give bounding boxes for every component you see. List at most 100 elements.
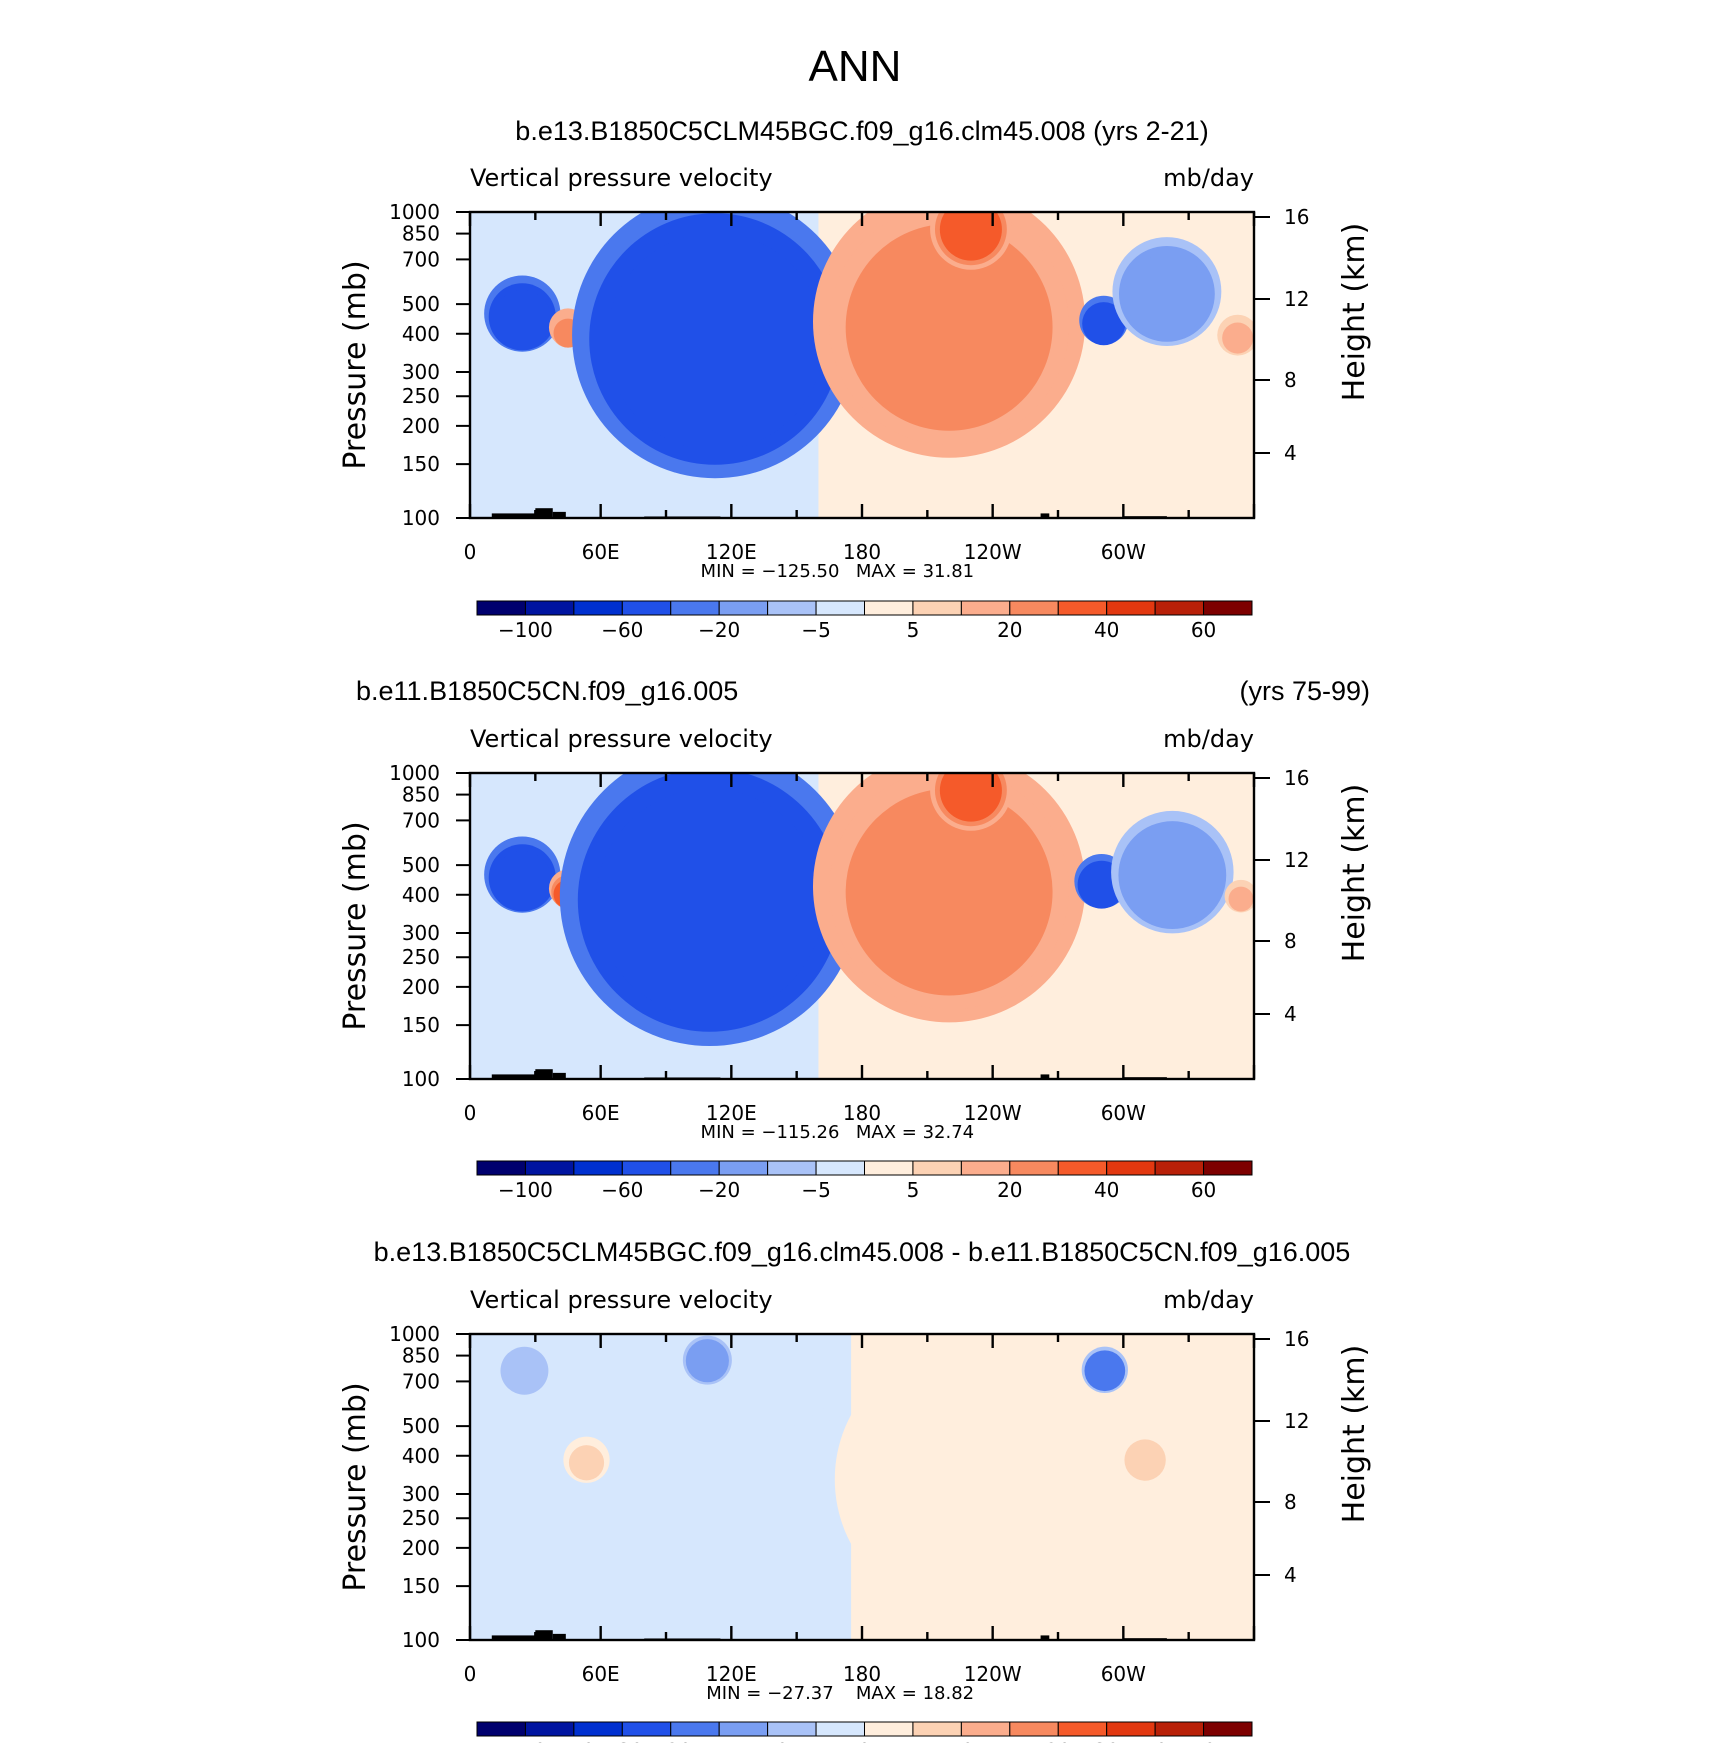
y2-axis-label: Height (km) bbox=[1337, 1345, 1372, 1524]
contour-atlantic-descent bbox=[1228, 886, 1254, 912]
max-value: MAX = 18.82 bbox=[856, 1683, 974, 1704]
colorbar-cell bbox=[815, 1160, 865, 1176]
y2-tick-label: 4 bbox=[1284, 1002, 1297, 1026]
panel-title: b.e11.B1850C5CN.f09_g16.005 bbox=[356, 676, 738, 706]
colorbar-cell bbox=[1057, 1160, 1108, 1176]
x-tick-label: 120E bbox=[706, 1101, 757, 1125]
colorbar-cell bbox=[1106, 600, 1156, 616]
y-tick-label: 850 bbox=[402, 1344, 440, 1368]
contour-eastern-pacific-low-level-max bbox=[939, 773, 1002, 822]
colorbar-cell bbox=[670, 1721, 720, 1737]
colorbar-cell bbox=[864, 1721, 914, 1737]
units-label: mb/day bbox=[1163, 164, 1254, 192]
min-value: MIN = −125.50 bbox=[701, 561, 840, 582]
panel-case2: b.e11.B1850C5CN.f09_g16.005 (yrs 75-99) Ve… bbox=[338, 676, 1372, 1202]
colorbar-cell bbox=[476, 600, 526, 616]
contour-african-ascent bbox=[493, 289, 552, 348]
colorbar-cell bbox=[670, 1160, 720, 1176]
contour-indian-ocean-positive bbox=[568, 1445, 605, 1481]
plot-area bbox=[470, 212, 1254, 518]
colorbar-cell bbox=[718, 1721, 769, 1737]
colorbar-cell bbox=[960, 1160, 1011, 1176]
colorbar-label: −30 bbox=[601, 1739, 643, 1743]
panel-title: b.e13.B1850C5CLM45BGC.f09_g16.clm45.008 … bbox=[374, 1237, 1351, 1267]
contour-eastern-pacific-low-level-max bbox=[939, 212, 1002, 261]
y-tick-label: 250 bbox=[402, 945, 440, 969]
colorbar-cell bbox=[767, 600, 817, 616]
y2-tick-label: 16 bbox=[1284, 205, 1309, 229]
y-tick-label: 300 bbox=[402, 360, 440, 384]
colorbar-cell bbox=[573, 600, 623, 616]
colorbar-cell bbox=[524, 600, 575, 616]
panel-difference: b.e13.B1850C5CLM45BGC.f09_g16.clm45.008 … bbox=[338, 1237, 1372, 1743]
x-tick-label: 0 bbox=[464, 1662, 477, 1686]
figure-title: ANN bbox=[809, 42, 902, 91]
colorbar-label: −20 bbox=[650, 1739, 692, 1743]
colorbar-cell bbox=[573, 1721, 623, 1737]
colorbar-label: −100 bbox=[498, 1178, 553, 1202]
colorbar-cell bbox=[476, 1721, 526, 1737]
colorbar-cell bbox=[1203, 600, 1253, 616]
colorbar-label: −5 bbox=[801, 1739, 830, 1743]
min-value: MIN = −27.37 bbox=[706, 1683, 833, 1704]
contour-atlantic-descent bbox=[1222, 322, 1254, 354]
y-tick-label: 700 bbox=[402, 247, 440, 271]
variable-label: Vertical pressure velocity bbox=[470, 164, 773, 192]
y2-tick-label: 8 bbox=[1284, 1490, 1297, 1514]
x-tick-label: 0 bbox=[464, 540, 477, 564]
contour-indo-pacific-warm-pool-ascent bbox=[595, 788, 824, 1017]
x-tick-label: 120E bbox=[706, 540, 757, 564]
colorbar-cell bbox=[912, 1721, 962, 1737]
colorbar-label: 40 bbox=[1142, 1739, 1167, 1743]
max-value: MAX = 31.81 bbox=[856, 561, 974, 582]
x-tick-label: 60W bbox=[1101, 1662, 1146, 1686]
topography bbox=[552, 1072, 566, 1079]
y2-tick-label: 8 bbox=[1284, 368, 1297, 392]
colorbar-cell bbox=[524, 1721, 575, 1737]
colorbar-label: 5 bbox=[907, 1178, 920, 1202]
colorbar-cell bbox=[1106, 1160, 1156, 1176]
colorbar-cell bbox=[718, 1160, 769, 1176]
colorbar-label: −50 bbox=[504, 1739, 546, 1743]
colorbar-cell bbox=[1203, 1721, 1253, 1737]
panels: b.e13.B1850C5CLM45BGC.f09_g16.clm45.008 … bbox=[338, 116, 1372, 1743]
x-tick-label: 60W bbox=[1101, 1101, 1146, 1125]
y-tick-label: 1000 bbox=[389, 1322, 440, 1346]
topography bbox=[491, 1635, 536, 1640]
topography bbox=[535, 508, 553, 518]
colorbar-cell bbox=[1154, 600, 1205, 616]
colorbar-cell bbox=[1106, 1721, 1156, 1737]
y2-axis-label: Height (km) bbox=[1337, 784, 1372, 963]
y-tick-label: 150 bbox=[402, 452, 440, 476]
contour-south-american-negative bbox=[1087, 1353, 1123, 1389]
y-tick-label: 150 bbox=[402, 1574, 440, 1598]
colorbar-label: 0 bbox=[858, 1739, 871, 1743]
contour-south-american-ascent bbox=[1085, 307, 1123, 345]
colorbar-cell bbox=[864, 600, 914, 616]
colorbar-label: −60 bbox=[601, 618, 643, 642]
colorbar-cell bbox=[1009, 1160, 1059, 1176]
y2-tick-label: 12 bbox=[1284, 287, 1309, 311]
colorbar-cell bbox=[912, 1160, 962, 1176]
y-tick-label: 200 bbox=[402, 1536, 440, 1560]
y-axis-label: Pressure (mb) bbox=[338, 821, 373, 1030]
x-tick-label: 180 bbox=[843, 1662, 881, 1686]
y-tick-label: 100 bbox=[402, 1628, 440, 1652]
colorbar-cell bbox=[767, 1160, 817, 1176]
units-label: mb/day bbox=[1163, 725, 1254, 753]
x-tick-label: 0 bbox=[464, 1101, 477, 1125]
contour-atlantic-positive bbox=[1124, 1439, 1166, 1481]
colorbar-label: 20 bbox=[1046, 1739, 1071, 1743]
panel-case1: b.e13.B1850C5CLM45BGC.f09_g16.clm45.008 … bbox=[338, 116, 1372, 642]
y-tick-label: 200 bbox=[402, 414, 440, 438]
topography bbox=[1040, 513, 1050, 518]
colorbar-label: −20 bbox=[698, 618, 740, 642]
y2-tick-label: 12 bbox=[1284, 848, 1309, 872]
colorbar-label: −20 bbox=[698, 1178, 740, 1202]
y2-tick-label: 16 bbox=[1284, 1327, 1309, 1351]
contour-african-ascent bbox=[493, 850, 552, 909]
y-tick-label: 400 bbox=[402, 1444, 440, 1468]
y-tick-label: 1000 bbox=[389, 200, 440, 224]
y-tick-label: 300 bbox=[402, 921, 440, 945]
colorbar-cell bbox=[767, 1721, 817, 1737]
